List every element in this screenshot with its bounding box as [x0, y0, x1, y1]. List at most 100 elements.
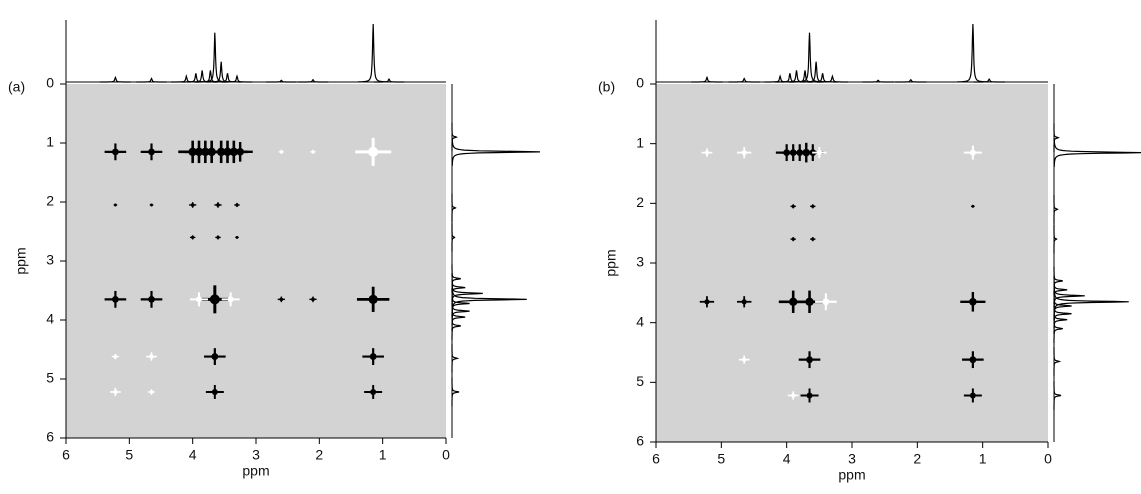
peak-spot [279, 297, 284, 302]
cross-peak [146, 352, 157, 361]
x-tick-label: 3 [848, 451, 856, 467]
spectrum-peak [451, 122, 458, 152]
cross-peak [221, 292, 240, 307]
peak-spot [789, 297, 798, 306]
peak-spot [791, 204, 795, 208]
spectrum-peak [451, 223, 456, 252]
cross-peak [737, 147, 752, 159]
peak-spot [969, 392, 976, 399]
cross-peak [227, 142, 253, 162]
spectrum-peak [451, 285, 527, 314]
x-tick-label: 4 [189, 447, 197, 463]
y-tick-label: 5 [46, 370, 54, 386]
cross-peak [214, 202, 222, 208]
peak-spot [370, 388, 377, 395]
cross-peak [810, 204, 816, 209]
spectrum-peak [221, 74, 253, 83]
spectrum-peak [451, 377, 460, 407]
cross-peak [309, 296, 317, 303]
y-tick-label: 4 [46, 311, 54, 327]
y-tick-label: 4 [636, 313, 644, 329]
spectrum-peak [199, 32, 230, 83]
peak-spot [811, 204, 815, 208]
x-tick-label: 6 [652, 451, 660, 467]
peak-spot [368, 294, 378, 304]
peak-spot [227, 296, 234, 303]
cross-peak [790, 237, 796, 242]
cross-peak [812, 147, 827, 159]
cross-peak [147, 389, 156, 395]
y-axis-label: ppm [603, 249, 619, 276]
x-tick-label: 3 [252, 447, 260, 463]
peak-spot [791, 237, 795, 241]
spectrum-peak [1053, 275, 1068, 305]
x-tick-label: 1 [379, 447, 387, 463]
cross-peak [111, 353, 119, 360]
x-tick-label: 5 [717, 451, 725, 467]
spectrum-peak [895, 78, 927, 83]
spectrum-peak [451, 137, 541, 166]
spectrum-peak [728, 77, 760, 83]
y-tick-label: 1 [46, 134, 54, 150]
peak-spot [112, 295, 119, 303]
cross-peak [963, 145, 982, 160]
spectrum-peak [957, 23, 989, 83]
spectrum-peak [973, 78, 1005, 83]
spectrum-peak [1053, 381, 1062, 410]
x-tick-label: 2 [913, 451, 921, 467]
spectrum-peak [451, 193, 457, 223]
cross-peak [362, 348, 384, 365]
peak-spot [969, 297, 977, 306]
spectrum-peak [451, 264, 461, 293]
spectrum-peak [1053, 138, 1141, 167]
cross-peak [815, 293, 837, 311]
peak-spot [211, 388, 218, 395]
peak-spot [149, 390, 154, 394]
cross-peak [110, 387, 121, 397]
spectrum-peak [1053, 347, 1062, 376]
peak-spot [211, 353, 219, 360]
spectrum-peak [297, 78, 329, 83]
cross-peak [699, 296, 715, 308]
spectrum-peak [451, 344, 460, 373]
peak-spot [235, 236, 239, 239]
map-background [656, 84, 1048, 442]
cross-peak [278, 149, 285, 154]
peak-spot [150, 203, 153, 207]
cross-peak [790, 204, 796, 209]
peak-spot [279, 150, 283, 154]
spectrum-peak [1053, 287, 1129, 317]
peak-spot [235, 203, 239, 207]
spectrum-peak [1053, 123, 1060, 152]
y-tick-label: 5 [636, 373, 644, 389]
peak-spot [704, 299, 710, 305]
cross-peak [204, 348, 226, 365]
x-axis-label: ppm [838, 467, 865, 483]
cross-peak [962, 351, 984, 369]
peak-spot [704, 150, 710, 155]
peak-spot [190, 203, 195, 207]
map-background [66, 84, 446, 438]
cross-peak [787, 391, 799, 400]
panel-label: (b) [598, 79, 615, 95]
y-tick-label: 0 [636, 75, 644, 91]
x-axis-label: ppm [242, 463, 269, 479]
spectrum-peak [136, 77, 167, 83]
peak-spot [114, 203, 117, 207]
spectrum-peak [816, 74, 849, 83]
peak-spot [811, 237, 815, 241]
peak-spot [236, 148, 244, 156]
peak-spot [311, 297, 315, 302]
y-tick-label: 0 [46, 75, 54, 91]
panel-label: (a) [8, 79, 25, 95]
cross-peak [963, 388, 982, 403]
spectrum-peak [357, 23, 389, 83]
cross-peak [104, 143, 127, 161]
cross-peak [738, 355, 750, 364]
cross-peak [798, 351, 821, 369]
y-tick-label: 3 [636, 254, 644, 270]
peak-spot [816, 150, 822, 156]
peak-spot [149, 354, 154, 359]
cross-peak [234, 202, 240, 208]
cross-peak [205, 384, 224, 399]
